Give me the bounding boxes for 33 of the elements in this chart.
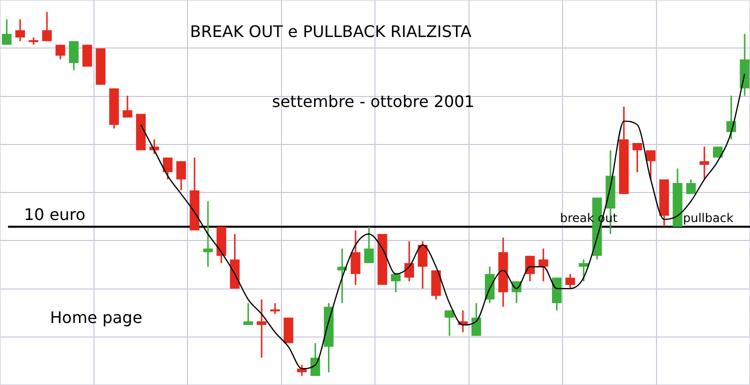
candlestick (632, 142, 642, 173)
ref-line-label: 10 euro (24, 204, 86, 224)
candlestick (176, 160, 186, 192)
candlestick (42, 11, 52, 42)
candlestick (646, 150, 656, 180)
candlestick (310, 342, 320, 377)
candlestick (15, 18, 25, 42)
annotation: Home page (50, 308, 142, 327)
text: BREAK OUT e PULLBACK RIALZISTA (190, 22, 472, 41)
candlestick (418, 240, 428, 290)
candlestick (471, 302, 482, 337)
candlestick (256, 298, 266, 358)
candlestick (56, 44, 66, 60)
candlestick (2, 18, 12, 46)
candlestick (243, 302, 254, 326)
candlestick (297, 364, 307, 377)
candlestick (364, 226, 374, 264)
candlestick (270, 302, 280, 315)
candlestick (444, 310, 454, 337)
annotation: pullback (683, 210, 734, 225)
candlestick (390, 273, 401, 293)
candlestick (149, 138, 160, 155)
candlestick (686, 178, 696, 195)
text: settembre - ottobre 2001 (272, 92, 474, 111)
candlestick (700, 146, 710, 180)
candlestick (350, 230, 360, 286)
candlestick (203, 200, 213, 268)
candlestick (337, 248, 347, 304)
candlestick (122, 94, 132, 118)
candlestick (68, 40, 79, 71)
candlestick (162, 156, 173, 180)
candlestick (538, 248, 548, 282)
candlestick (565, 273, 576, 290)
